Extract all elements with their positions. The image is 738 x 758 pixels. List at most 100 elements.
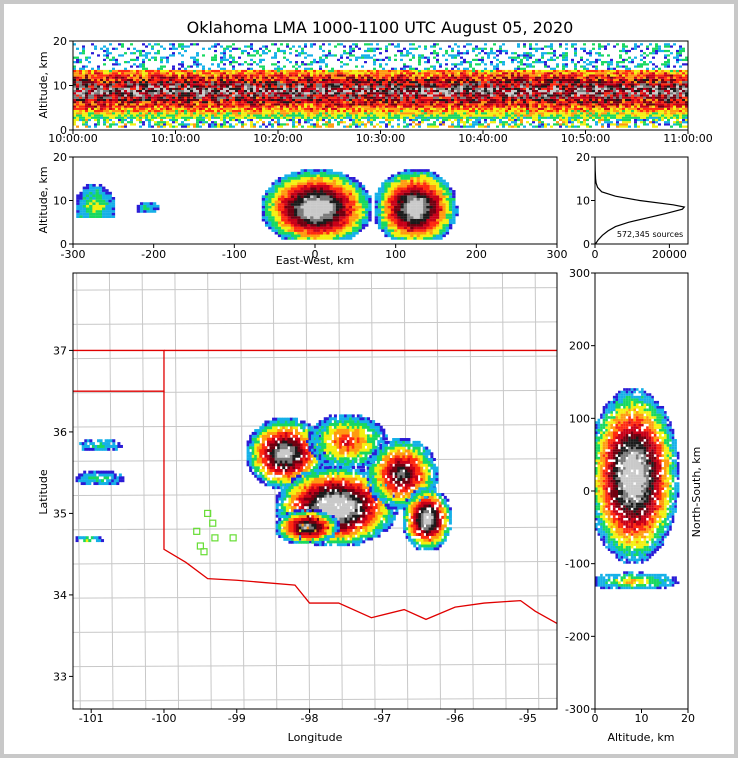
- time-height-cell: [280, 101, 283, 104]
- time-height-cell: [553, 89, 556, 93]
- time-height-cell: [490, 81, 493, 84]
- time-height-cell: [475, 121, 478, 124]
- time-height-cell: [541, 89, 544, 93]
- time-height-cell: [349, 72, 352, 75]
- time-height-cell: [457, 118, 460, 122]
- time-height-cell: [175, 116, 178, 119]
- time-height-cell: [193, 98, 196, 102]
- time-height-cell: [496, 125, 499, 128]
- time-height-cell: [184, 69, 187, 73]
- time-height-cell: [133, 96, 136, 99]
- time-height-cell: [136, 98, 139, 102]
- time-height-cell: [196, 61, 199, 64]
- time-height-cell: [571, 83, 574, 86]
- time-height-cell: [304, 98, 307, 102]
- time-height-cell: [373, 94, 376, 97]
- time-height-cell: [415, 118, 418, 122]
- time-height-cell: [364, 69, 367, 73]
- time-height-cell: [523, 81, 526, 84]
- time-height-cell: [433, 85, 436, 88]
- time-height-cell: [556, 96, 559, 99]
- time-height-cell: [352, 87, 355, 90]
- time-height-cell: [475, 81, 478, 84]
- time-height-cell: [376, 105, 379, 108]
- time-height-cell: [238, 47, 241, 50]
- time-height-cell: [328, 107, 331, 110]
- time-height-cell: [130, 123, 133, 126]
- time-height-cell: [559, 78, 562, 82]
- time-height-cell: [298, 96, 301, 99]
- time-height-cell: [160, 83, 163, 86]
- time-height-cell: [553, 107, 556, 110]
- time-height-cell: [301, 52, 304, 55]
- time-height-cell: [238, 89, 241, 93]
- time-height-cell: [259, 65, 262, 68]
- time-height-cell: [388, 76, 391, 79]
- time-height-cell: [589, 96, 592, 99]
- time-height-cell: [337, 92, 340, 95]
- time-height-cell: [346, 78, 349, 82]
- time-height-cell: [133, 47, 136, 50]
- time-height-cell: [271, 83, 274, 86]
- time-height-cell: [349, 105, 352, 108]
- time-height-cell: [430, 116, 433, 119]
- time-height-cell: [190, 116, 193, 119]
- time-height-cell: [178, 63, 181, 66]
- time-height-cell: [196, 54, 199, 57]
- time-height-cell: [361, 103, 364, 106]
- time-height-cell: [547, 58, 550, 62]
- time-height-cell: [571, 69, 574, 73]
- time-height-cell: [439, 96, 442, 99]
- time-height-cell: [439, 87, 442, 90]
- time-height-cell: [304, 81, 307, 84]
- time-height-cell: [466, 87, 469, 90]
- time-height-cell: [520, 89, 523, 93]
- time-height-cell: [406, 83, 409, 86]
- time-height-cell: [565, 74, 568, 77]
- time-height-cell: [361, 69, 364, 73]
- time-height-cell: [256, 81, 259, 84]
- time-height-cell: [541, 85, 544, 88]
- time-height-cell: [262, 98, 265, 102]
- time-height-cell: [214, 81, 217, 84]
- time-height-cell: [166, 112, 169, 115]
- time-height-cell: [175, 125, 178, 128]
- time-height-cell: [256, 114, 259, 117]
- time-height-cell: [574, 101, 577, 104]
- time-height-cell: [310, 109, 313, 113]
- time-height-cell: [451, 103, 454, 106]
- time-height-cell: [154, 85, 157, 88]
- time-height-cell: [199, 121, 202, 124]
- time-height-cell: [574, 105, 577, 108]
- time-height-cell: [556, 112, 559, 115]
- time-height-cell: [301, 74, 304, 77]
- time-height-cell: [436, 74, 439, 77]
- time-height-cell: [502, 105, 505, 108]
- time-height-cell: [496, 67, 499, 70]
- time-height-cell: [136, 116, 139, 119]
- time-height-cell: [511, 101, 514, 104]
- time-height-cell: [565, 76, 568, 79]
- time-height-cell: [409, 96, 412, 99]
- time-height-cell: [196, 76, 199, 79]
- time-height-cell: [520, 105, 523, 108]
- time-height-cell: [439, 112, 442, 115]
- time-height-cell: [568, 112, 571, 115]
- time-height-cell: [190, 65, 193, 68]
- time-height-cell: [388, 43, 391, 46]
- time-height-cell: [418, 101, 421, 104]
- time-height-cell: [343, 103, 346, 106]
- time-height-cell: [496, 72, 499, 75]
- time-height-cell: [184, 101, 187, 104]
- time-height-cell: [151, 78, 154, 82]
- time-height-cell: [526, 116, 529, 119]
- time-height-cell: [466, 118, 469, 122]
- time-height-cell: [304, 63, 307, 66]
- time-height-cell: [580, 96, 583, 99]
- time-height-cell: [106, 49, 109, 53]
- time-height-cell: [526, 112, 529, 115]
- time-height-cell: [382, 116, 385, 119]
- time-height-cell: [352, 74, 355, 77]
- time-height-cell: [514, 74, 517, 77]
- time-height-cell: [172, 101, 175, 104]
